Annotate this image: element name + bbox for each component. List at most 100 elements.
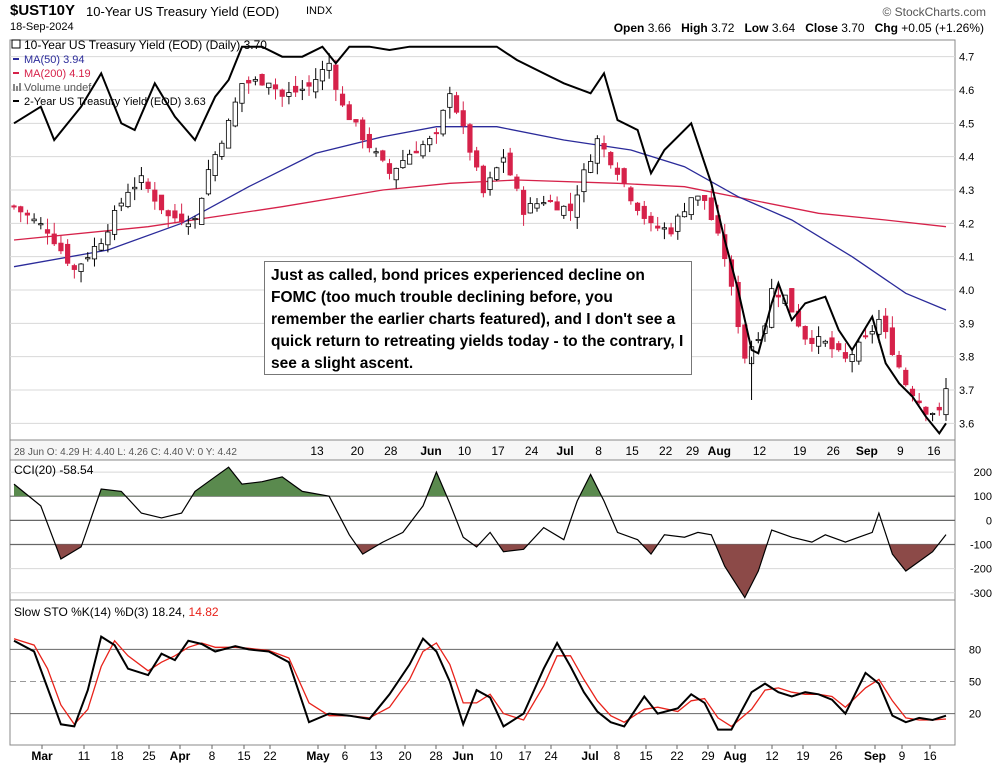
candle-body	[614, 167, 621, 175]
price-y-tick: 4.2	[959, 218, 974, 230]
candle-body	[353, 119, 359, 123]
price-y-tick: 3.6	[959, 418, 974, 430]
candle-body	[588, 161, 594, 173]
candle-body	[413, 150, 419, 154]
candle-body	[849, 354, 855, 362]
candle-body	[836, 343, 842, 351]
candle-body	[889, 327, 895, 355]
candle-body	[809, 337, 815, 344]
candle-body	[433, 132, 440, 135]
candle-body	[702, 195, 708, 201]
bottom-x-tick: May	[306, 749, 330, 763]
candle-body	[916, 400, 922, 404]
open-value: 3.66	[647, 21, 672, 35]
candle-body	[98, 243, 104, 251]
candle-body	[373, 151, 379, 154]
candle-body	[581, 169, 587, 193]
annotation-box: Just as called, bond prices experienced …	[264, 261, 692, 375]
sto-panel-frame	[9, 599, 956, 746]
candle-body	[648, 215, 654, 224]
candle-body	[145, 181, 151, 190]
candle-body	[138, 175, 144, 183]
bottom-x-tick: 22	[263, 749, 277, 763]
candle-body	[420, 144, 426, 157]
candle-body	[520, 189, 527, 215]
exchange: INDX	[306, 5, 333, 17]
sto-d-value: 14.82	[189, 605, 219, 619]
price-x-tick: 28	[384, 444, 398, 458]
ma200-line	[13, 179, 947, 241]
candle-body	[85, 257, 91, 260]
candle-body	[541, 202, 547, 205]
candle-body	[199, 197, 205, 225]
candle-body	[326, 62, 332, 71]
candle-body	[514, 176, 520, 189]
bottom-x-tick: 24	[544, 749, 558, 763]
candle-body	[299, 88, 305, 91]
candle-body	[400, 160, 406, 169]
candle-body	[574, 194, 580, 218]
price-x-tick: Aug	[708, 444, 731, 458]
legend-ma50: MA(50) 3.94	[24, 54, 85, 66]
bottom-x-tick: 11	[78, 749, 91, 763]
close-label: Close	[805, 21, 838, 35]
candle-body	[239, 83, 245, 104]
candle-body	[440, 109, 446, 135]
candle-body	[789, 288, 795, 313]
candle-body	[38, 223, 44, 226]
candle-body	[31, 218, 37, 222]
price-x-tick: 26	[827, 444, 841, 458]
ma50-line	[13, 126, 947, 311]
price-x-tick: 8	[595, 444, 602, 458]
sto-legend-label: Slow STO %K(14) %D(3)	[14, 605, 152, 619]
bottom-x-tick: 15	[639, 749, 653, 763]
candle-body	[675, 215, 681, 232]
candle-body	[105, 231, 111, 246]
candle-legend-icon	[11, 39, 21, 49]
candle-body	[487, 177, 493, 190]
candle-body	[293, 85, 299, 93]
candle-body	[708, 197, 714, 221]
bottom-x-tick: Aug	[723, 749, 746, 763]
candle-body	[225, 120, 232, 149]
cci-y-tick: -100	[970, 539, 992, 551]
price-x-tick: 29	[686, 444, 700, 458]
candle-body	[460, 110, 466, 127]
bottom-x-axis: Mar 11 18 25 Apr 8 15 22 May 6 13 20 28 Jun 10 17 24 Jul 8…	[31, 745, 937, 763]
bottom-x-tick: Jun	[452, 749, 473, 763]
candle-body	[360, 119, 366, 141]
price-x-tick: 10	[458, 444, 472, 458]
price-x-tick: 9	[897, 444, 904, 458]
candle-body	[829, 337, 835, 350]
candle-body	[165, 210, 171, 217]
sto-y-tick: 80	[969, 644, 981, 656]
sto-panel: 80 50 20 Slow STO %K(14) %D(3) 18.24, 14.8…	[9, 599, 981, 746]
candle-body	[313, 79, 319, 93]
candle-body	[212, 154, 218, 177]
chg-value: +0.05 (+1.26%)	[901, 21, 984, 35]
candle-body	[380, 150, 386, 161]
open-label: Open	[613, 21, 645, 35]
legend-secondary: 2-Year US Treasury Yield (EOD) 3.63	[24, 96, 206, 108]
price-y-tick: 3.9	[959, 318, 974, 330]
candle-body	[232, 101, 238, 127]
candle-body	[661, 227, 667, 230]
bottom-x-tick: 22	[670, 749, 684, 763]
symbol: $UST10Y	[10, 2, 76, 19]
bottom-x-tick: 29	[701, 749, 715, 763]
candle-body	[467, 124, 473, 153]
price-y-tick: 4.3	[959, 185, 974, 197]
cci-panel-frame	[9, 459, 956, 601]
candle-body	[936, 406, 942, 411]
low-label: Low	[744, 21, 769, 35]
price-y-tick: 4.4	[959, 152, 974, 164]
candle-body	[896, 354, 902, 368]
candle-body	[266, 82, 272, 89]
bottom-x-tick: Mar	[31, 749, 53, 763]
candle-body	[246, 79, 252, 84]
price-x-tick: 16	[927, 444, 941, 458]
secondary-yield-line	[13, 45, 947, 435]
candle-body	[259, 74, 265, 86]
bottom-x-tick: 8	[614, 749, 621, 763]
volume-legend-icon	[13, 84, 15, 91]
